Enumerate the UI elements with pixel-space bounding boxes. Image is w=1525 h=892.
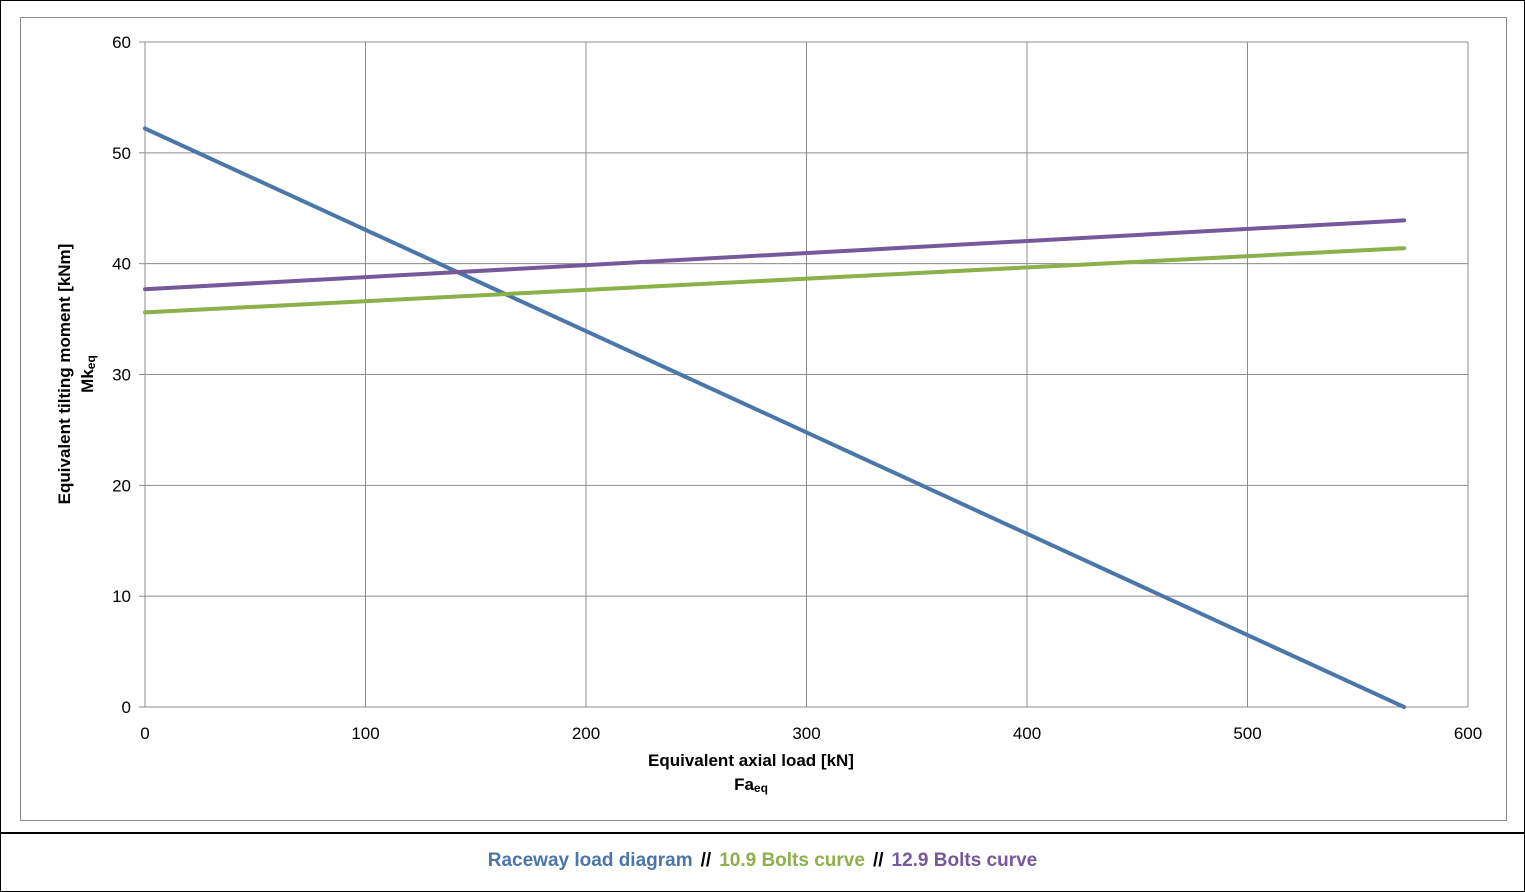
tick-labels: 0 100 200 300 400 500 600 0 10 20 30 40 50 60 bbox=[112, 33, 1482, 743]
y-tick-label: 50 bbox=[112, 144, 131, 163]
x-tick-label: 400 bbox=[1013, 724, 1041, 743]
x-axis-subtitle-main: Fa bbox=[734, 775, 754, 794]
y-tick-label: 40 bbox=[112, 255, 131, 274]
x-tick-label: 500 bbox=[1233, 724, 1261, 743]
y-axis-subtitle: Mkeq bbox=[78, 355, 98, 393]
y-tick-label: 20 bbox=[112, 476, 131, 495]
y-tick-label: 30 bbox=[112, 366, 131, 385]
x-axis-subtitle: Faeq bbox=[734, 775, 768, 795]
x-tick-label: 100 bbox=[351, 724, 379, 743]
y-tick-label: 10 bbox=[112, 587, 131, 606]
x-tick-label: 300 bbox=[792, 724, 820, 743]
y-axis-title: Equivalent tilting moment [kNm] bbox=[55, 244, 74, 505]
legend: Raceway load diagram // 10.9 Bolts curve //… bbox=[0, 850, 1525, 872]
x-tick-label: 200 bbox=[572, 724, 600, 743]
legend-separator: // bbox=[872, 850, 884, 871]
y-axis-subtitle-subscript: eq bbox=[84, 355, 98, 369]
x-axis-title: Equivalent axial load [kN] bbox=[648, 751, 854, 770]
legend-divider bbox=[0, 832, 1525, 834]
series-line-10-9-bolts-curve bbox=[143, 246, 1407, 315]
series-lines bbox=[143, 126, 1407, 709]
chart-panel bbox=[20, 17, 1507, 821]
y-tick-label: 60 bbox=[112, 33, 131, 52]
y-axis-subtitle-main: Mk bbox=[78, 369, 97, 393]
x-tick-label: 600 bbox=[1454, 724, 1482, 743]
legend-separator: // bbox=[700, 850, 712, 871]
series-line-raceway-load-diagram bbox=[143, 126, 1407, 709]
grid bbox=[139, 41, 1469, 708]
x-axis-subtitle-subscript: eq bbox=[754, 781, 768, 795]
legend-entry-12-9-bolts-curve: 12.9 Bolts curve bbox=[891, 850, 1038, 871]
legend-entry-10-9-bolts-curve: 10.9 Bolts curve bbox=[719, 850, 865, 871]
legend-entry-raceway-load-diagram: Raceway load diagram bbox=[487, 850, 693, 871]
y-tick-label: 0 bbox=[122, 698, 131, 717]
series-line-12-9-bolts-curve bbox=[143, 218, 1407, 292]
x-tick-label: 0 bbox=[140, 724, 149, 743]
